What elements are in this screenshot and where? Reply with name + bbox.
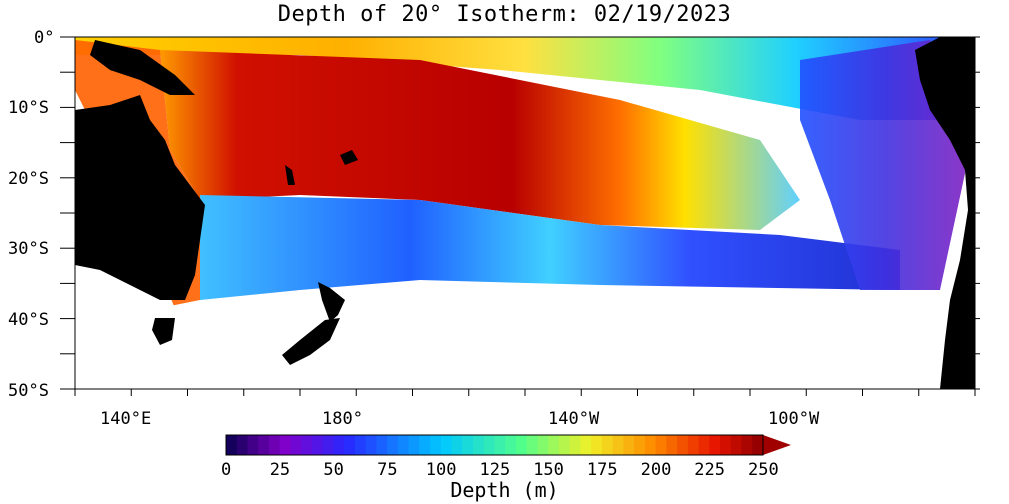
colorbar-swatch (419, 435, 431, 455)
colorbar-swatch (473, 435, 485, 455)
colorbar-swatch (268, 435, 281, 455)
colorbar-title: Depth (m) (450, 478, 559, 502)
colorbar-swatch (494, 435, 506, 455)
land-masses (75, 37, 975, 389)
colorbar (225, 434, 791, 456)
colorbar-swatch (655, 435, 667, 455)
colorbar-swatch (515, 435, 528, 455)
colorbar-swatch (365, 435, 377, 455)
lat-label-30s: 30°S (8, 239, 49, 259)
colorbar-swatch (601, 435, 614, 455)
colorbar-tick-label: 100 (425, 460, 457, 480)
colorbar-swatch (580, 435, 592, 455)
new-zealand-land (282, 318, 340, 365)
colorbar-swatch (397, 435, 410, 455)
lat-label-50s: 50°S (8, 381, 49, 401)
colorbar-swatch (290, 435, 302, 455)
colorbar-swatch (634, 435, 646, 455)
colorbar-swatch (440, 435, 453, 455)
colorbar-swatch (247, 435, 259, 455)
depth-field (75, 37, 975, 389)
colorbar-swatch (548, 435, 560, 455)
lon-label-140w: 140°W (548, 409, 600, 429)
fiji-islands (340, 150, 358, 165)
colorbar-swatch (612, 435, 624, 455)
lat-label-20s: 20°S (8, 169, 49, 189)
colorbar-swatch (698, 435, 710, 455)
colorbar-swatch (387, 435, 399, 455)
colorbar-swatch (666, 435, 678, 455)
colorbar-swatch (623, 435, 635, 455)
colorbar-swatch (526, 435, 538, 455)
south-america-land (915, 37, 975, 389)
colorbar-swatch (558, 435, 571, 455)
colorbar-swatch (333, 435, 345, 455)
colorbar-swatch (709, 435, 721, 455)
colorbar-swatch (430, 435, 442, 455)
colorbar-swatch (279, 435, 291, 455)
colorbar-tick-label: 50 (323, 460, 344, 480)
colorbar-swatch (741, 435, 753, 455)
colorbar-tick-label: 125 (479, 460, 511, 480)
colorbar-swatch (408, 435, 420, 455)
australia-land (75, 95, 205, 300)
colorbar-swatch (730, 435, 743, 455)
lat-label-10s: 10°S (8, 98, 49, 118)
colorbar-swatch (258, 435, 270, 455)
lon-label-100w: 100°W (768, 409, 820, 429)
new-guinea-land (90, 40, 195, 95)
new-zealand-land (318, 282, 345, 322)
colorbar-tick-label: 25 (269, 460, 291, 480)
colorbar-swatch (451, 435, 463, 455)
colorbar-swatch (720, 435, 732, 455)
colorbar-swatch (752, 435, 764, 455)
axis-ticks (60, 36, 980, 396)
lat-label-0: 0° (34, 28, 55, 48)
map-title: Depth of 20° Isotherm: 02/19/2023 (277, 2, 732, 27)
lat-label-40s: 40°S (8, 310, 49, 330)
colorbar-tick-label: 150 (533, 460, 564, 480)
colorbar-swatch (505, 435, 517, 455)
colorbar-swatch (322, 435, 334, 455)
colorbar-swatch (687, 435, 700, 455)
colorbar-swatch (226, 435, 238, 455)
colorbar-swatch (236, 435, 248, 455)
colorbar-swatch (354, 435, 367, 455)
colorbar-swatch (483, 435, 495, 455)
colorbar-tick-label: 75 (377, 460, 398, 480)
colorbar-swatch (644, 435, 657, 455)
colorbar-swatch (311, 435, 324, 455)
colorbar-swatch (677, 435, 689, 455)
colorbar-swatch (376, 435, 388, 455)
vanuatu-islands (285, 165, 295, 185)
colorbar-tick-label: 250 (748, 460, 779, 480)
colorbar-swatch (462, 435, 474, 455)
colorbar-swatch (591, 435, 603, 455)
tasmania-land (152, 318, 175, 345)
colorbar-tick-label: 175 (586, 460, 618, 480)
lon-label-140e: 140°E (100, 409, 152, 429)
colorbar-tick-label: 225 (694, 460, 726, 480)
colorbar-tick-label: 200 (640, 460, 672, 480)
colorbar-swatch (537, 435, 549, 455)
lon-label-180: 180° (322, 409, 363, 429)
colorbar-swatch (569, 435, 581, 455)
colorbar-swatch (344, 435, 356, 455)
colorbar-tick-label: 0 (221, 460, 232, 480)
colorbar-extend-arrow (763, 435, 791, 455)
colorbar-swatch (301, 435, 313, 455)
